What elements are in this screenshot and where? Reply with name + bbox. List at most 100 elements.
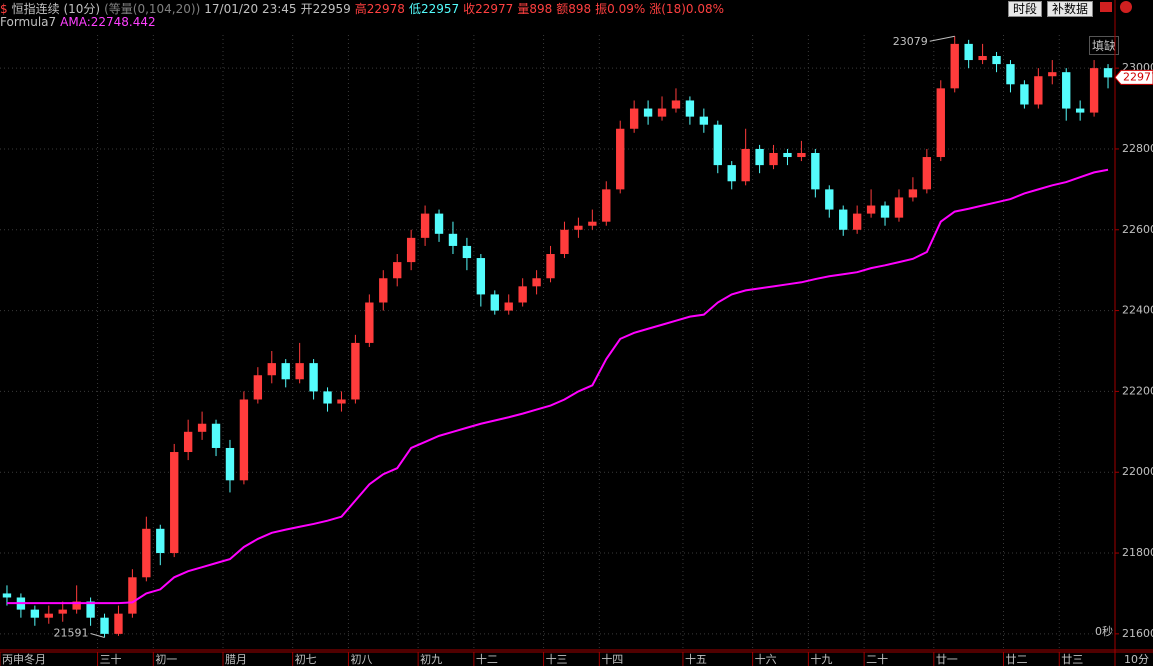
icon[interactable] (1100, 2, 1112, 12)
candle-body (685, 100, 695, 117)
candle-body (797, 152, 806, 158)
candle-body (253, 375, 263, 400)
fill-gap-button[interactable]: 填缺 (1089, 36, 1120, 55)
candle-body (2, 593, 12, 598)
candle-body (58, 609, 67, 614)
info-change: 涨(18)0.08% (649, 2, 725, 16)
candle-body (309, 363, 318, 392)
candle-body (1103, 68, 1113, 78)
mode: (等量(0,104,20)) (104, 2, 201, 16)
x-tick-label: 二十 (866, 652, 888, 666)
candle-body (323, 391, 332, 404)
toolbar-button[interactable]: 补数据 (1047, 1, 1094, 17)
icon[interactable] (1120, 1, 1132, 13)
x-tick-label: 十二 (476, 652, 498, 666)
ama-label: AMA:22748.442 (60, 15, 156, 29)
candle-body (267, 363, 276, 376)
ama-line (6, 168, 1109, 605)
candle-body (588, 221, 597, 226)
candle-body (406, 237, 416, 263)
instrument-title: 恒指连续 (10分) (11, 2, 101, 16)
price-tag (1114, 69, 1153, 85)
candle-body (211, 423, 221, 448)
x-tick-label: 初八 (350, 652, 372, 666)
candle-body (671, 100, 681, 109)
candle-body (532, 278, 541, 287)
candle-body (713, 124, 722, 166)
candle-body (1062, 72, 1071, 109)
candle-body (922, 157, 932, 190)
candle-body (546, 254, 555, 279)
candle-body (755, 148, 764, 166)
candle-body (866, 205, 876, 214)
x-tick-label: 初九 (420, 652, 442, 666)
candle-body (741, 148, 750, 182)
candle-body (420, 213, 430, 238)
x-tick-label: 初一 (155, 652, 177, 666)
candle-body (128, 577, 137, 614)
candle-body (1048, 72, 1057, 77)
candle-body (100, 617, 109, 634)
candle-body (727, 165, 736, 182)
y-tick-label: 21800 (1122, 546, 1153, 559)
candle-body (170, 452, 179, 554)
candle-body (1089, 68, 1099, 113)
candle-body (281, 363, 290, 380)
candle-body (825, 189, 834, 210)
candle-body (44, 613, 53, 618)
candle-body (629, 108, 639, 129)
candle-body (964, 43, 973, 61)
candle-body (908, 189, 918, 198)
toolbar-button[interactable]: 时段 (1008, 1, 1043, 17)
candle-body (239, 399, 249, 481)
candle-body (393, 262, 402, 279)
candle-body (950, 43, 959, 89)
candle-body (936, 88, 945, 158)
candle-body (643, 108, 653, 117)
max-annotation: 23079 (893, 35, 928, 48)
x-tick-label: 廿三 (1061, 653, 1083, 666)
candle-body (852, 213, 862, 230)
info-amount: 额898 (556, 2, 592, 16)
x-tick-label: 十六 (755, 652, 777, 666)
candle-body (72, 601, 81, 610)
candle-body (504, 302, 513, 311)
countdown: 0秒 (1095, 624, 1113, 638)
x-tick-label: 十五 (685, 652, 707, 666)
y-tick-label: 22800 (1122, 142, 1153, 155)
candle-body (880, 205, 890, 218)
candle-body (337, 399, 346, 404)
candle-body (839, 209, 848, 230)
icon: $ (0, 2, 8, 16)
candle-body (448, 233, 458, 246)
candle-body (351, 342, 360, 400)
period-label: 10分 (1124, 653, 1149, 666)
candle-body (518, 286, 527, 303)
candle-body (1034, 76, 1043, 105)
info-close: 收22977 (463, 2, 514, 16)
x-tick-label: 三十 (100, 652, 122, 666)
x-tick-label: 廿一 (936, 653, 958, 666)
info-amplitude: 振0.09% (595, 2, 646, 16)
x-tick-label: 腊月 (225, 653, 247, 666)
candle-body (225, 447, 235, 481)
candle-body (183, 431, 193, 453)
info-open: 开22959 (300, 2, 351, 16)
x-tick-label: 十九 (810, 652, 832, 666)
candle-body (86, 601, 95, 618)
candle-body (769, 152, 778, 166)
info-low: 低22957 (408, 2, 460, 16)
candle-body (574, 225, 583, 230)
x-tick-label: 十三 (546, 652, 568, 666)
x-tick-label: 初七 (295, 652, 317, 666)
y-tick-label: 22400 (1122, 304, 1153, 317)
candle-body (783, 152, 792, 158)
candle-body (379, 278, 388, 303)
candle-body (114, 613, 123, 634)
x-tick-label: 廿二 (1006, 653, 1028, 666)
min-annotation: 21591 (54, 626, 89, 639)
candle-body (560, 229, 569, 255)
candle-body (490, 294, 499, 311)
annotation-line (90, 633, 105, 638)
